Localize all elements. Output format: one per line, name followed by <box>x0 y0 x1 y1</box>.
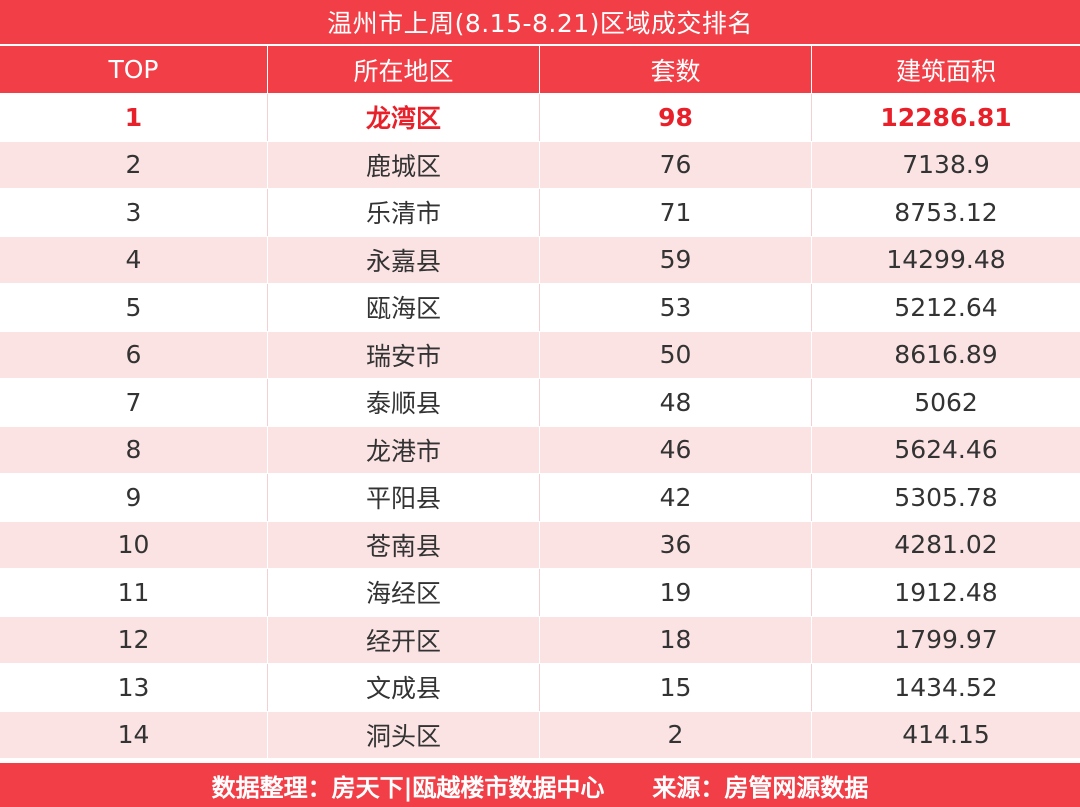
rank-cell: 2 <box>0 141 268 188</box>
region-cell: 永嘉县 <box>268 236 540 283</box>
header-area: 建筑面积 <box>895 56 996 86</box>
region-cell: 平阳县 <box>268 474 540 521</box>
area-cell: 414.15 <box>902 720 990 750</box>
region-cell: 乐清市 <box>268 189 540 236</box>
table-body: 1 龙湾区 98 12286.81 2 鹿城区 76 7138.9 3 乐清市 71 8753.12 4… <box>0 94 1080 759</box>
table-row: 10 苍南县 36 4281.02 <box>0 521 1080 569</box>
region-cell: 海经区 <box>268 569 540 616</box>
units-cell: 19 <box>540 569 812 616</box>
units-cell: 76 <box>540 141 812 188</box>
rank-cell: 8 <box>0 426 268 473</box>
area-cell: 14299.48 <box>886 245 1006 275</box>
region-cell: 洞头区 <box>268 711 540 758</box>
rank-cell: 9 <box>0 474 268 521</box>
table-row: 9 平阳县 42 5305.78 <box>0 474 1080 522</box>
units-cell: 71 <box>540 189 812 236</box>
table-row: 11 海经区 19 1912.48 <box>0 569 1080 617</box>
units-cell: 53 <box>540 284 812 331</box>
units-cell: 2 <box>540 711 812 758</box>
area-cell: 1434.52 <box>894 672 998 702</box>
rank-cell: 12 <box>0 616 268 663</box>
table-row: 6 瑞安市 50 8616.89 <box>0 331 1080 379</box>
table-row: 1 龙湾区 98 12286.81 <box>0 94 1080 142</box>
area-cell: 1912.48 <box>894 577 998 607</box>
units-cell: 59 <box>540 236 812 283</box>
region-cell: 龙港市 <box>268 426 540 473</box>
area-cell: 7138.9 <box>902 150 990 180</box>
table-row: 13 文成县 15 1434.52 <box>0 664 1080 712</box>
table-row: 12 经开区 18 1799.97 <box>0 616 1080 664</box>
area-cell: 5624.46 <box>894 435 998 465</box>
rank-cell: 4 <box>0 236 268 283</box>
table-row: 14 洞头区 2 414.15 <box>0 711 1080 759</box>
region-cell: 文成县 <box>268 664 540 711</box>
region-cell: 苍南县 <box>268 521 540 568</box>
area-cell: 5212.64 <box>894 292 998 322</box>
header-region: 所在地区 <box>268 46 540 93</box>
area-cell: 4281.02 <box>894 530 998 560</box>
region-cell: 经开区 <box>268 616 540 663</box>
header-units: 套数 <box>540 46 812 93</box>
area-cell: 12286.81 <box>880 102 1012 132</box>
area-cell: 5062 <box>914 387 978 417</box>
units-cell: 48 <box>540 379 812 426</box>
region-cell: 瓯海区 <box>268 284 540 331</box>
rank-cell: 10 <box>0 521 268 568</box>
region-cell: 鹿城区 <box>268 141 540 188</box>
region-cell: 龙湾区 <box>268 94 540 141</box>
units-cell: 42 <box>540 474 812 521</box>
rank-cell: 3 <box>0 189 268 236</box>
table-row: 7 泰顺县 48 5062 <box>0 379 1080 427</box>
area-cell: 5305.78 <box>894 482 998 512</box>
region-cell: 泰顺县 <box>268 379 540 426</box>
units-cell: 98 <box>540 94 812 141</box>
table-header: TOP 所在地区 套数 建筑面积 <box>0 46 1080 93</box>
source-footer: 数据整理：房天下|瓯越楼市数据中心 来源：房管网源数据 <box>0 763 1080 807</box>
region-cell: 瑞安市 <box>268 331 540 378</box>
rank-cell: 13 <box>0 664 268 711</box>
units-cell: 46 <box>540 426 812 473</box>
units-cell: 36 <box>540 521 812 568</box>
footer-source: 来源：房管网源数据 <box>652 773 869 802</box>
area-cell: 8616.89 <box>894 340 998 370</box>
table-row: 4 永嘉县 59 14299.48 <box>0 236 1080 284</box>
table-row: 2 鹿城区 76 7138.9 <box>0 141 1080 189</box>
rank-cell: 5 <box>0 284 268 331</box>
footer-compiler: 数据整理：房天下|瓯越楼市数据中心 <box>211 773 605 802</box>
rank-cell: 6 <box>0 331 268 378</box>
table-row: 5 瓯海区 53 5212.64 <box>0 284 1080 332</box>
units-cell: 18 <box>540 616 812 663</box>
area-cell: 8753.12 <box>894 197 998 227</box>
table-row: 3 乐清市 71 8753.12 <box>0 189 1080 237</box>
table-title: 温州市上周(8.15-8.21)区域成交排名 <box>0 0 1080 44</box>
rank-cell: 14 <box>0 711 268 758</box>
units-cell: 15 <box>540 664 812 711</box>
table-row: 8 龙港市 46 5624.46 <box>0 426 1080 474</box>
units-cell: 50 <box>540 331 812 378</box>
header-top: TOP <box>0 46 268 93</box>
rank-cell: 11 <box>0 569 268 616</box>
area-cell: 1799.97 <box>894 625 998 655</box>
rank-cell: 1 <box>0 94 268 141</box>
rank-cell: 7 <box>0 379 268 426</box>
